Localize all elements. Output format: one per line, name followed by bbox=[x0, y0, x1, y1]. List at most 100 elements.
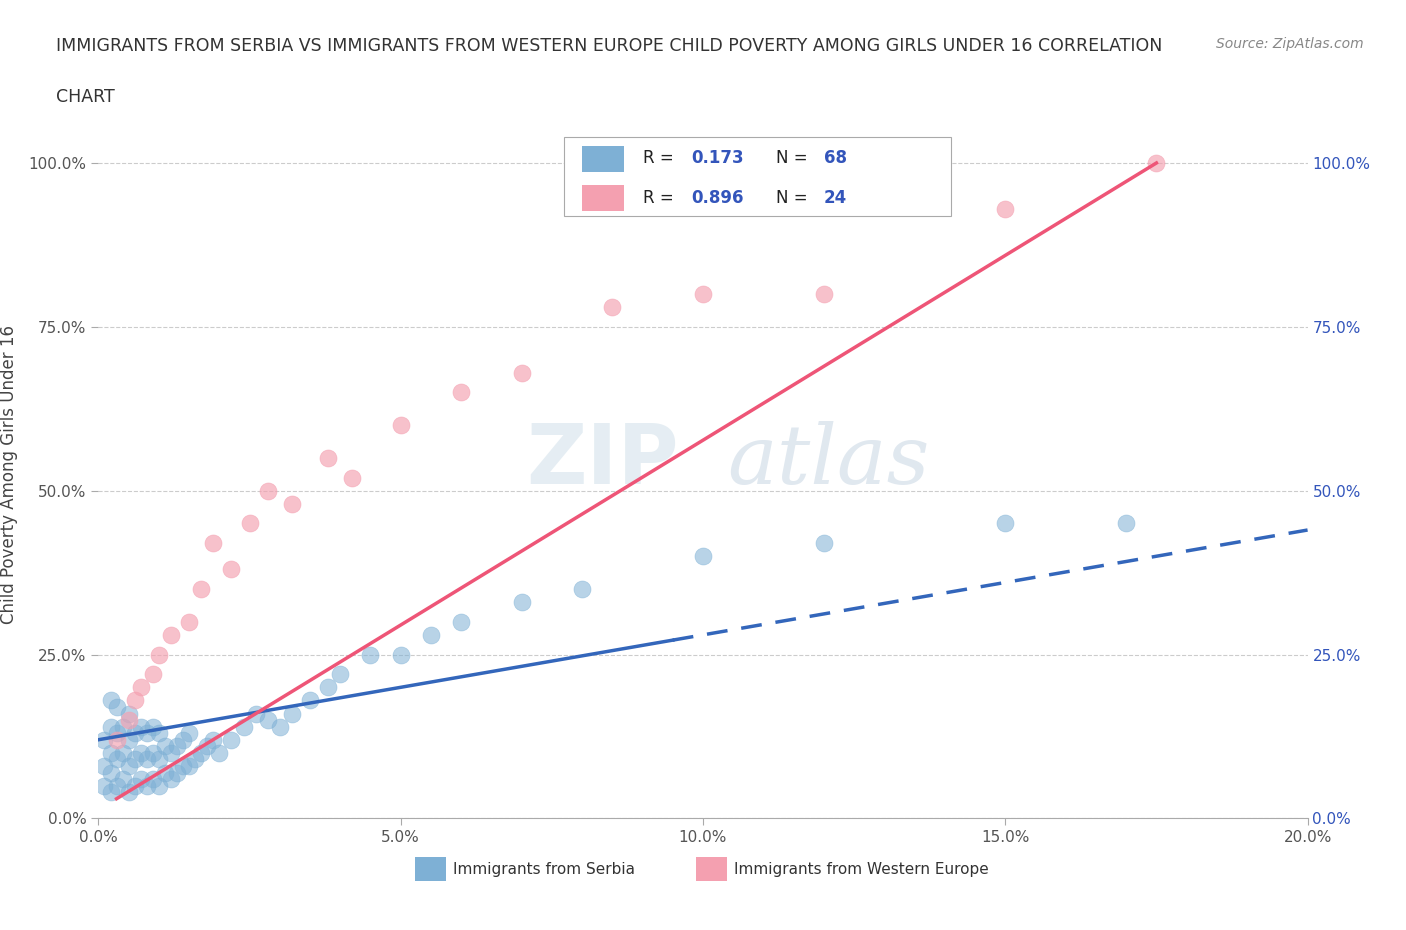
Point bbox=[166, 765, 188, 780]
Point bbox=[118, 759, 141, 774]
Point bbox=[692, 549, 714, 564]
Point bbox=[129, 772, 152, 787]
Text: ZIP: ZIP bbox=[526, 420, 679, 501]
Y-axis label: Child Poverty Among Girls Under 16: Child Poverty Among Girls Under 16 bbox=[0, 325, 17, 624]
FancyBboxPatch shape bbox=[564, 137, 950, 217]
Point bbox=[118, 712, 141, 727]
Point bbox=[1144, 155, 1167, 170]
Point bbox=[148, 778, 170, 793]
Point bbox=[1115, 516, 1137, 531]
Point bbox=[129, 719, 152, 734]
Text: CHART: CHART bbox=[56, 88, 115, 106]
Point bbox=[190, 746, 212, 761]
Point bbox=[172, 759, 194, 774]
Point bbox=[100, 719, 122, 734]
FancyBboxPatch shape bbox=[582, 185, 624, 211]
Point bbox=[135, 725, 157, 740]
Point bbox=[202, 536, 225, 551]
Text: R =: R = bbox=[643, 189, 679, 206]
Point bbox=[281, 497, 304, 512]
Point bbox=[118, 785, 141, 800]
Point bbox=[602, 299, 624, 314]
Point bbox=[342, 471, 364, 485]
Point bbox=[179, 759, 201, 774]
Point bbox=[510, 365, 533, 380]
Text: 0.896: 0.896 bbox=[690, 189, 744, 206]
Point bbox=[142, 667, 165, 682]
Point bbox=[299, 693, 322, 708]
Point bbox=[118, 732, 141, 747]
Point bbox=[239, 516, 262, 531]
Point bbox=[179, 615, 201, 630]
Point bbox=[994, 202, 1017, 217]
Point bbox=[100, 785, 122, 800]
Point bbox=[111, 719, 134, 734]
Point bbox=[813, 536, 835, 551]
FancyBboxPatch shape bbox=[582, 146, 624, 172]
Text: 0.173: 0.173 bbox=[690, 150, 744, 167]
Point bbox=[329, 667, 352, 682]
Point bbox=[148, 647, 170, 662]
Point bbox=[172, 732, 194, 747]
Point bbox=[135, 778, 157, 793]
Point bbox=[813, 286, 835, 301]
Point bbox=[100, 765, 122, 780]
Point bbox=[118, 706, 141, 721]
Point bbox=[93, 778, 115, 793]
Point bbox=[994, 516, 1017, 531]
Point bbox=[135, 752, 157, 767]
Point bbox=[316, 680, 339, 695]
Point bbox=[105, 778, 128, 793]
Point bbox=[245, 706, 267, 721]
Point bbox=[510, 594, 533, 609]
Point bbox=[202, 732, 225, 747]
Point bbox=[389, 647, 412, 662]
Point bbox=[420, 628, 443, 643]
Point bbox=[221, 732, 243, 747]
Point bbox=[316, 450, 339, 465]
Point bbox=[129, 680, 152, 695]
Point bbox=[124, 752, 146, 767]
Point bbox=[269, 719, 291, 734]
Text: 68: 68 bbox=[824, 150, 846, 167]
Text: N =: N = bbox=[776, 150, 813, 167]
Point bbox=[160, 746, 183, 761]
Point bbox=[184, 752, 207, 767]
Point bbox=[93, 759, 115, 774]
Point bbox=[360, 647, 382, 662]
Point bbox=[124, 693, 146, 708]
Point bbox=[93, 732, 115, 747]
Point bbox=[105, 732, 128, 747]
Point bbox=[208, 746, 231, 761]
Point bbox=[105, 725, 128, 740]
Point bbox=[148, 752, 170, 767]
Point bbox=[166, 738, 188, 753]
Point bbox=[129, 746, 152, 761]
Text: Source: ZipAtlas.com: Source: ZipAtlas.com bbox=[1216, 37, 1364, 51]
Point bbox=[450, 385, 472, 400]
Point bbox=[100, 746, 122, 761]
Text: atlas: atlas bbox=[727, 420, 929, 500]
Point bbox=[111, 746, 134, 761]
Point bbox=[389, 418, 412, 432]
Point bbox=[281, 706, 304, 721]
Text: N =: N = bbox=[776, 189, 813, 206]
Point bbox=[256, 712, 278, 727]
Point bbox=[256, 484, 278, 498]
Point bbox=[179, 725, 201, 740]
Point bbox=[142, 719, 165, 734]
Point bbox=[195, 738, 218, 753]
Text: Immigrants from Serbia: Immigrants from Serbia bbox=[453, 862, 634, 877]
Point bbox=[124, 725, 146, 740]
Point bbox=[124, 778, 146, 793]
Point bbox=[692, 286, 714, 301]
Point bbox=[571, 581, 593, 596]
Text: Immigrants from Western Europe: Immigrants from Western Europe bbox=[734, 862, 988, 877]
Point bbox=[111, 772, 134, 787]
Point bbox=[105, 699, 128, 714]
Point bbox=[221, 562, 243, 577]
Point bbox=[100, 693, 122, 708]
Point bbox=[450, 615, 472, 630]
Text: R =: R = bbox=[643, 150, 679, 167]
Point bbox=[190, 581, 212, 596]
